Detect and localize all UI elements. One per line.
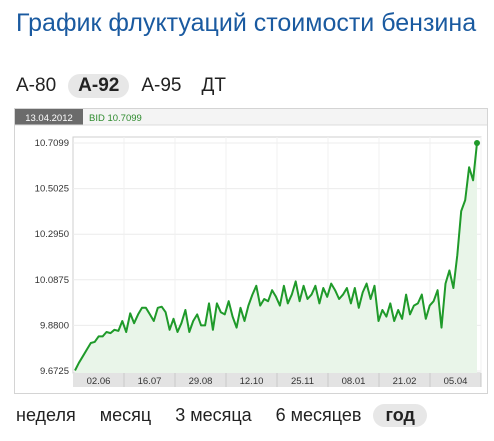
tab-year[interactable]: год	[373, 403, 427, 427]
period-tabs: неделя месяц 3 месяца 6 месяцев год	[16, 403, 451, 427]
last-price-marker[interactable]	[474, 139, 480, 146]
fuel-type-tabs: А-80 А-92 А-95 ДТ	[16, 74, 246, 98]
tab-6-months[interactable]: 6 месяцев	[275, 404, 362, 425]
tab-a80[interactable]: А-80	[16, 75, 57, 96]
y-tick-label: 10.7099	[35, 138, 69, 149]
y-tick-label: 10.2950	[35, 229, 69, 240]
tab-dt[interactable]: ДТ	[201, 75, 226, 96]
price-line	[74, 142, 478, 371]
page-title: График флуктуаций стоимости бензина	[16, 9, 477, 37]
x-axis: 02.06 16.07 29.08 12.10 25.11 08.01 21.02 05.04	[87, 373, 482, 387]
chart-container: 13.04.2012 BID 10.7099 9.6725 9.8800 10.08…	[14, 108, 488, 394]
x-tick-label: 29.08	[189, 376, 213, 387]
tab-3-months[interactable]: 3 месяца	[175, 404, 252, 425]
y-tick-label: 9.8800	[40, 320, 69, 331]
x-tick-label: 02.06	[87, 376, 111, 387]
y-tick-label: 9.6725	[40, 366, 69, 377]
tooltip-value-box	[83, 109, 487, 125]
x-tick-label: 08.01	[342, 376, 366, 387]
x-tick-label: 05.04	[444, 376, 468, 387]
tab-month[interactable]: месяц	[99, 404, 152, 425]
tooltip-bid: BID 10.7099	[89, 113, 142, 124]
tab-week[interactable]: неделя	[16, 404, 76, 425]
y-axis: 9.6725 9.8800 10.0875 10.2950 10.5025 10.7099	[35, 138, 69, 377]
y-tick-label: 10.5025	[35, 184, 69, 195]
x-tick-label: 25.11	[291, 376, 314, 387]
price-chart: 13.04.2012 BID 10.7099 9.6725 9.8800 10.08…	[15, 109, 487, 387]
tab-a95[interactable]: А-95	[141, 75, 182, 96]
y-tick-label: 10.0875	[35, 275, 69, 286]
x-tick-label: 12.10	[240, 376, 264, 387]
tooltip-date: 13.04.2012	[25, 113, 73, 124]
tab-a92[interactable]: А-92	[68, 74, 130, 98]
x-tick-label: 16.07	[138, 376, 162, 387]
x-tick-label: 21.02	[393, 376, 417, 387]
price-area-fill	[75, 143, 477, 373]
tooltip-date-box	[15, 109, 83, 125]
